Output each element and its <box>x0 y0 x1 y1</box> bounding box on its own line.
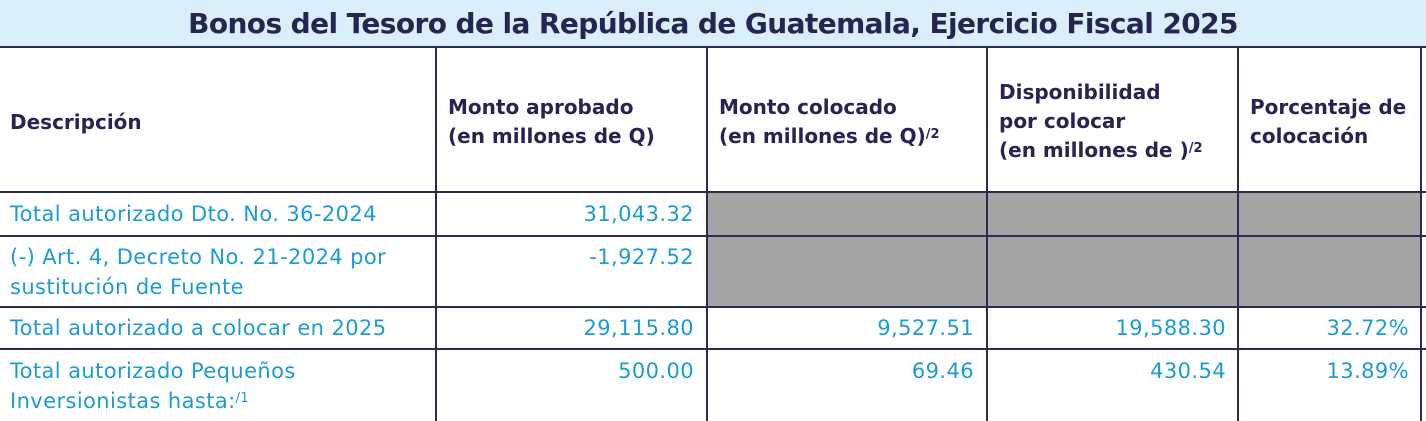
shaded-cell <box>708 237 986 306</box>
footnote-mark: /1 <box>235 391 250 406</box>
row-3-placed: 9,527.51 <box>877 316 974 340</box>
header-percent: Porcentaje de colocación <box>1250 93 1406 151</box>
header-description: Descripción <box>10 110 142 134</box>
row-2-label-line2: sustitución de Fuente <box>10 275 244 299</box>
shaded-cell <box>1239 237 1420 306</box>
col-divider-4 <box>1237 46 1239 421</box>
col-divider-2 <box>706 46 708 421</box>
row-2-label: (-) Art. 4, Decreto No. 21-2024 por sust… <box>10 242 386 302</box>
table-title: Bonos del Tesoro de la República de Guat… <box>188 7 1238 40</box>
header-percent-line2: colocación <box>1250 124 1369 148</box>
row-2-approved: -1,927.52 <box>589 245 694 269</box>
row-4-label-line2: Inversionistas hasta:/1 <box>10 389 250 413</box>
header-approved-line1: Monto aprobado <box>448 95 634 119</box>
rule-top <box>0 46 1426 48</box>
row-4-approved: 500.00 <box>618 359 694 383</box>
header-available-line3: (en millones de )/2 <box>999 138 1203 162</box>
header-approved-line2: (en millones de Q) <box>448 124 655 148</box>
row-4-label: Total autorizado Pequeños Inversionistas… <box>10 356 296 416</box>
rule-row-3 <box>0 348 1426 350</box>
row-4-label-line1: Total autorizado Pequeños <box>10 359 296 383</box>
row-3-label: Total autorizado a colocar en 2025 <box>10 316 387 340</box>
header-available-line1: Disponibilidad <box>999 80 1161 104</box>
row-3-percent: 32.72% <box>1326 316 1409 340</box>
header-placed-line2: (en millones de Q)/2 <box>719 124 940 148</box>
col-divider-right <box>1420 46 1422 421</box>
row-1-approved: 31,043.32 <box>583 202 694 226</box>
shaded-cell <box>988 193 1237 235</box>
header-percent-line1: Porcentaje de <box>1250 95 1407 119</box>
header-placed: Monto colocado (en millones de Q)/2 <box>719 93 940 151</box>
row-1-label: Total autorizado Dto. No. 36-2024 <box>10 202 377 226</box>
header-placed-line1: Monto colocado <box>719 95 897 119</box>
row-4-percent: 13.89% <box>1326 359 1409 383</box>
row-3-available: 19,588.30 <box>1115 316 1226 340</box>
footnote-mark: /2 <box>1188 141 1203 156</box>
row-3-approved: 29,115.80 <box>583 316 694 340</box>
footnote-mark: /2 <box>925 127 940 142</box>
col-divider-3 <box>986 46 988 421</box>
title-band <box>0 0 1426 46</box>
row-2-label-line1: (-) Art. 4, Decreto No. 21-2024 por <box>10 245 387 269</box>
col-divider-1 <box>435 46 437 421</box>
rule-header-bottom <box>0 191 1426 193</box>
row-4-available: 430.54 <box>1150 359 1226 383</box>
header-approved: Monto aprobado (en millones de Q) <box>448 93 655 151</box>
row-4-placed: 69.46 <box>911 359 974 383</box>
rule-row-1 <box>0 235 1426 237</box>
shaded-cell <box>988 237 1237 306</box>
shaded-cell <box>708 193 986 235</box>
shaded-cell <box>1239 193 1420 235</box>
rule-row-2 <box>0 306 1426 308</box>
header-available-line2: por colocar <box>999 109 1126 133</box>
header-available: Disponibilidad por colocar (en millones … <box>999 78 1203 165</box>
